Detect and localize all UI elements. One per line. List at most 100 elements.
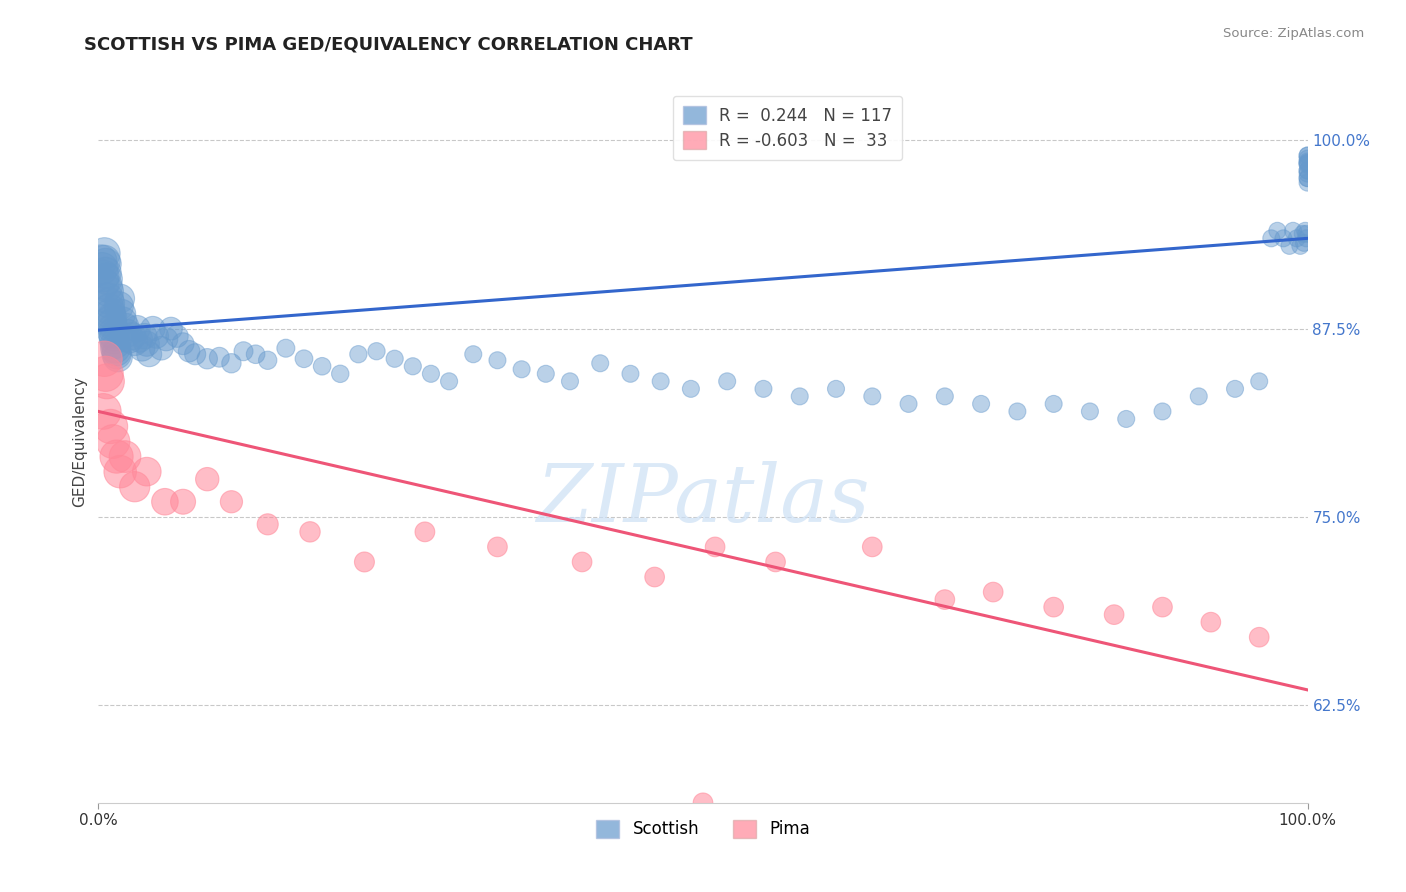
Point [1188, 389, 1211, 403]
Point [256, 353, 278, 368]
Point [105, 450, 128, 464]
Point [100, 317, 122, 331]
Point [127, 321, 149, 335]
Point [1295, 231, 1317, 245]
Point [1249, 375, 1271, 389]
Point [103, 332, 125, 346]
Legend: Scottish, Pima: Scottish, Pima [589, 813, 817, 845]
Point [110, 307, 132, 321]
Point [91, 277, 114, 291]
Point [97, 284, 120, 298]
Point [108, 299, 131, 313]
Point [825, 382, 848, 396]
Point [118, 332, 141, 346]
Point [97, 292, 120, 306]
Point [124, 480, 146, 494]
Point [1296, 156, 1319, 170]
Text: SCOTTISH VS PIMA GED/EQUIVALENCY CORRELATION CHART: SCOTTISH VS PIMA GED/EQUIVALENCY CORRELA… [84, 36, 693, 54]
Text: Source: ZipAtlas.com: Source: ZipAtlas.com [1223, 27, 1364, 40]
Point [413, 524, 436, 539]
Point [420, 367, 443, 381]
Point [221, 495, 243, 509]
Point [486, 540, 509, 554]
Point [1115, 412, 1137, 426]
Point [172, 495, 194, 509]
Point [1042, 397, 1064, 411]
Point [1296, 171, 1319, 186]
Point [105, 344, 128, 359]
Point [1296, 158, 1319, 172]
Point [1249, 630, 1271, 644]
Point [153, 495, 176, 509]
Point [108, 465, 131, 479]
Point [145, 329, 167, 343]
Point [101, 326, 124, 341]
Point [91, 261, 114, 276]
Point [970, 397, 993, 411]
Point [101, 434, 124, 449]
Point [1223, 382, 1246, 396]
Point [90, 253, 112, 268]
Point [96, 272, 118, 286]
Point [1292, 235, 1315, 250]
Point [1007, 404, 1029, 418]
Point [789, 389, 811, 403]
Point [179, 344, 201, 359]
Point [1260, 231, 1282, 245]
Point [160, 321, 183, 335]
Point [114, 450, 136, 464]
Point [571, 555, 593, 569]
Point [1294, 224, 1316, 238]
Point [172, 336, 194, 351]
Point [93, 351, 115, 366]
Point [1272, 231, 1295, 245]
Point [1278, 239, 1301, 253]
Point [1296, 154, 1319, 169]
Point [486, 353, 509, 368]
Point [274, 341, 297, 355]
Point [679, 382, 702, 396]
Point [1296, 176, 1319, 190]
Point [619, 367, 641, 381]
Point [860, 389, 883, 403]
Point [101, 321, 124, 335]
Point [91, 268, 114, 283]
Point [692, 796, 714, 810]
Point [311, 359, 333, 374]
Point [155, 332, 177, 346]
Point [765, 555, 787, 569]
Point [860, 540, 883, 554]
Point [1295, 227, 1317, 241]
Point [1296, 156, 1319, 170]
Point [245, 347, 267, 361]
Point [1152, 600, 1174, 615]
Point [134, 329, 156, 343]
Point [1042, 600, 1064, 615]
Point [150, 341, 173, 355]
Point [1289, 239, 1312, 253]
Point [208, 351, 231, 365]
Point [329, 367, 352, 381]
Point [124, 335, 146, 350]
Point [1267, 224, 1289, 238]
Point [292, 351, 315, 366]
Point [94, 367, 117, 381]
Y-axis label: GED/Equivalency: GED/Equivalency [72, 376, 87, 507]
Point [1078, 404, 1101, 418]
Point [114, 320, 136, 334]
Point [104, 341, 127, 355]
Point [1199, 615, 1222, 630]
Point [100, 311, 122, 326]
Point [166, 329, 188, 343]
Point [93, 246, 115, 260]
Point [100, 307, 122, 321]
Point [1285, 231, 1308, 245]
Point [135, 336, 157, 351]
Point [184, 347, 207, 361]
Point [934, 592, 956, 607]
Point [402, 359, 425, 374]
Point [981, 585, 1004, 599]
Point [463, 347, 485, 361]
Point [353, 555, 375, 569]
Point [232, 344, 254, 359]
